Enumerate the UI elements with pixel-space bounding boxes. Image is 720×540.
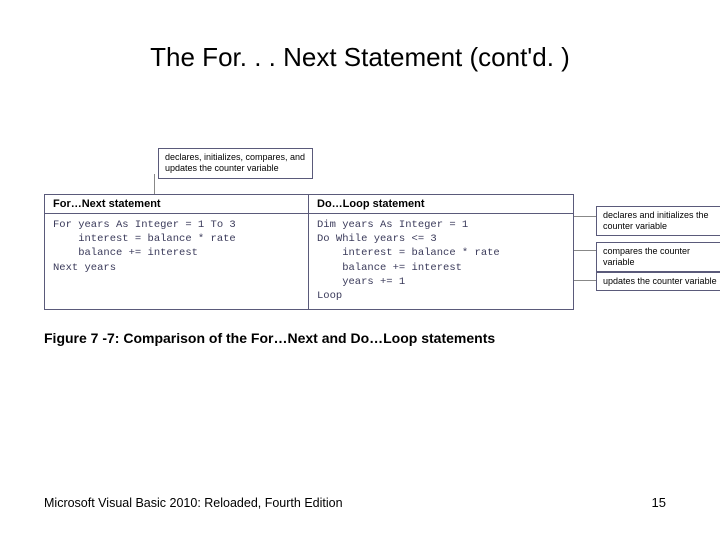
figure-caption: Figure 7 -7: Comparison of the For…Next … [44, 330, 495, 346]
page-number: 15 [652, 495, 666, 510]
connector-1 [574, 216, 596, 217]
annotation-updates: updates the counter variable [596, 272, 720, 291]
connector-3 [574, 280, 596, 281]
code-columns: For years As Integer = 1 To 3 interest =… [45, 214, 573, 309]
connector-2 [574, 250, 596, 251]
column-headers: For…Next statement Do…Loop statement [45, 195, 573, 214]
code-comparison-box: For…Next statement Do…Loop statement For… [44, 194, 574, 310]
header-do-loop: Do…Loop statement [309, 195, 573, 213]
header-for-next: For…Next statement [45, 195, 309, 213]
top-annotation-box: declares, initializes, compares, and upd… [158, 148, 313, 179]
footer-text: Microsoft Visual Basic 2010: Reloaded, F… [44, 496, 343, 510]
annotation-compares: compares the counter variable [596, 242, 720, 272]
code-do-loop: Dim years As Integer = 1 Do While years … [309, 214, 573, 309]
slide-title: The For. . . Next Statement (cont'd. ) [0, 42, 720, 73]
annotation-declares: declares and initializes the counter var… [596, 206, 720, 236]
top-connector-v [154, 174, 155, 194]
code-for-next: For years As Integer = 1 To 3 interest =… [45, 214, 309, 309]
slide: The For. . . Next Statement (cont'd. ) d… [0, 0, 720, 540]
